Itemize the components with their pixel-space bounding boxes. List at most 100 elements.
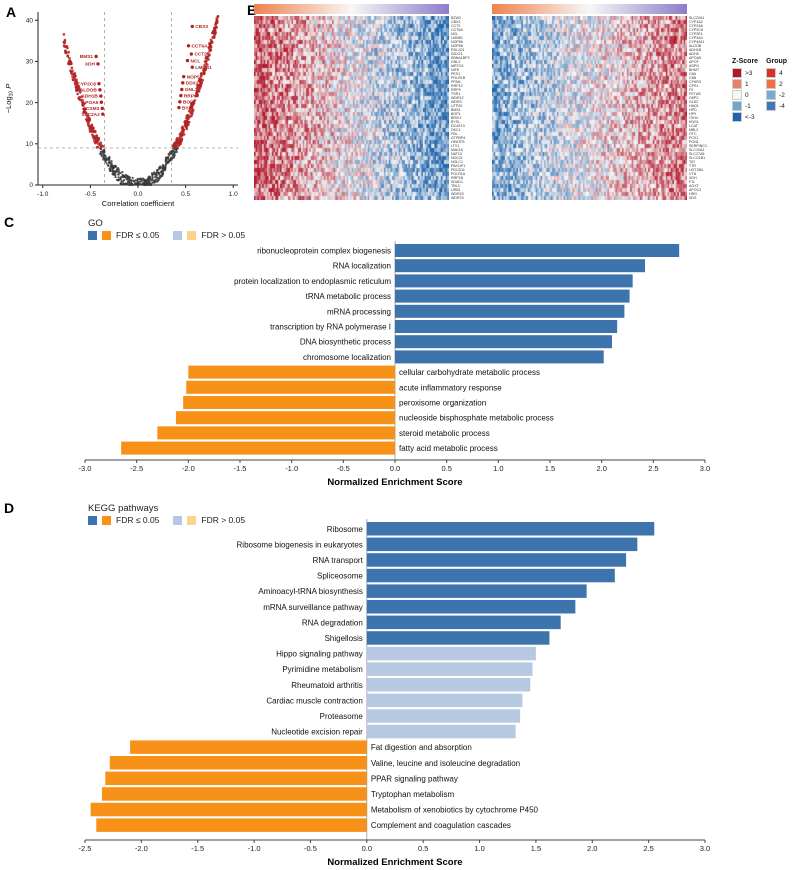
gene-label: SLCO1B1 <box>689 156 706 160</box>
sig-point <box>212 34 216 38</box>
panel-letter-c: C <box>4 214 15 230</box>
gene-label: SLC2A2 <box>81 112 100 118</box>
sig-point <box>63 45 66 48</box>
gene-label: CYP2C8 <box>689 28 703 32</box>
x-tick-label: 2.0 <box>587 844 597 853</box>
legend-swatch <box>102 230 111 240</box>
point <box>166 161 169 165</box>
x-tick-label: 1.5 <box>545 464 555 473</box>
sig-point <box>71 75 74 79</box>
point <box>127 180 131 184</box>
legend-label: >3 <box>745 69 753 77</box>
point <box>143 182 147 185</box>
sig-point <box>207 58 210 61</box>
bar <box>105 771 367 786</box>
legend-item: -1 <box>732 101 758 111</box>
point <box>147 179 150 183</box>
gene-label: LMNB1 <box>451 36 463 40</box>
gene-label: CYP4A11 <box>689 40 705 44</box>
go-bar-chart: ribonucleoprotein complex biogenesis RNA … <box>79 241 710 488</box>
point <box>122 178 126 182</box>
point <box>108 159 111 162</box>
gene-point <box>96 62 100 66</box>
legend-swatch <box>732 90 742 100</box>
legend-label: FDR ≤ 0.05 <box>116 515 160 525</box>
y-tick-label: 40 <box>26 17 34 24</box>
legend-label: 4 <box>779 69 783 77</box>
point <box>147 181 150 185</box>
point <box>162 168 165 171</box>
sig-point <box>83 108 86 111</box>
point <box>173 146 176 150</box>
legend-item: 0 <box>732 90 758 100</box>
sig-point <box>200 81 204 85</box>
x-tick-label: -2.0 <box>182 464 195 473</box>
bar <box>366 662 533 676</box>
sig-point <box>83 110 86 113</box>
point <box>103 156 106 160</box>
gene-label: G6PC <box>689 96 699 100</box>
point <box>109 169 112 173</box>
gene-label: DKC1 <box>451 128 461 132</box>
gene-label: ACSM3 <box>82 106 99 112</box>
point <box>169 150 172 153</box>
gene-label: CCT6A <box>191 43 208 49</box>
bar-label: tRNA metabolic process <box>306 292 391 301</box>
gene-point <box>97 81 101 86</box>
point <box>108 161 111 165</box>
point <box>157 176 161 179</box>
legend-item: 1 <box>732 79 758 89</box>
sig-point <box>209 45 213 49</box>
gene-label: TAT <box>689 160 696 164</box>
x-tick-label: 0.5 <box>418 844 428 853</box>
point <box>121 170 124 174</box>
bar <box>366 537 638 552</box>
gene-label: FETUB <box>689 92 701 96</box>
gene-point <box>189 52 194 56</box>
point <box>110 163 113 166</box>
gene-label: APOA5 <box>82 100 99 106</box>
bar <box>121 441 396 455</box>
point <box>159 174 162 177</box>
legend-item: >3 <box>732 68 758 78</box>
x-tick-label: 0.0 <box>390 464 400 473</box>
kegg-legend: FDR ≤ 0.05 FDR > 0.05 <box>88 515 255 525</box>
panel-letter-b: B <box>247 2 258 18</box>
point <box>113 172 117 175</box>
gene-label: PON1 <box>689 140 699 144</box>
sig-point <box>66 54 70 57</box>
point <box>176 147 179 150</box>
gene-label: SLC22A1 <box>689 16 705 20</box>
legend-swatch <box>102 515 111 525</box>
bar-label: Pyrimidine metabolism <box>282 665 363 674</box>
gene-label: HAO1 <box>689 104 699 108</box>
gene-label: NCL <box>451 32 459 36</box>
point <box>154 173 158 176</box>
bar-label: ribonucleoprotein complex biogenesis <box>257 247 391 256</box>
bar <box>109 756 367 770</box>
sig-point <box>210 40 214 43</box>
point <box>161 173 165 176</box>
sig-point <box>88 124 92 128</box>
bar-label: Metabolism of xenobiotics by cytochrome … <box>371 806 539 815</box>
sig-point <box>180 137 184 141</box>
x-tick-label: 1.0 <box>229 191 238 198</box>
point <box>168 154 171 157</box>
sig-point <box>63 49 67 53</box>
point <box>105 162 108 165</box>
bar <box>366 631 550 645</box>
sig-point <box>89 130 92 134</box>
legend-label: FDR > 0.05 <box>201 230 246 240</box>
gene-label: ASPG <box>689 64 699 68</box>
sig-point <box>91 125 94 129</box>
x-tick-label: 2.0 <box>596 464 606 473</box>
bar-label: nucleoside bisphosphate metabolic proces… <box>399 414 554 423</box>
volcano-xlabel: Correlation coefficient <box>102 199 175 208</box>
x-axis-title: Normalized Enrichment Score <box>327 477 462 488</box>
bar <box>366 584 587 598</box>
point <box>162 165 165 168</box>
gene-point <box>190 65 194 69</box>
gene-label: DDX21 <box>186 81 202 87</box>
gene-labels-right: SLC22A1 CYP1A2 CYP2A6 CYP2C8 CYP2E1 CYP3A4 CYP… <box>689 16 727 200</box>
x-tick-label: -1.5 <box>191 844 204 853</box>
